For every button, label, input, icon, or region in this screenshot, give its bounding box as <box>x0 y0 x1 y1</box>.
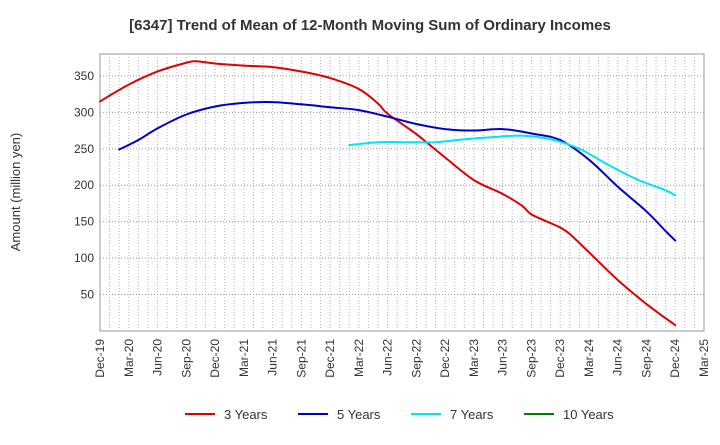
plot-area <box>99 53 705 332</box>
x-tick-label: Mar-22 <box>352 339 366 377</box>
x-tick-label: Dec-19 <box>93 339 107 378</box>
x-tick-label: Mar-23 <box>467 339 481 377</box>
series-line-5-years <box>118 101 677 242</box>
x-tick-label: Mar-24 <box>582 339 596 377</box>
x-tick-label: Sep-23 <box>524 339 538 378</box>
x-tick-label: Sep-24 <box>639 339 653 378</box>
x-tick-label: Sep-22 <box>409 339 423 378</box>
y-tick-label: 150 <box>74 215 94 229</box>
x-tick-label: Jun-24 <box>611 339 625 376</box>
y-tick-label: 250 <box>74 142 94 156</box>
y-tick-label: 200 <box>74 178 94 192</box>
series-line-3-years <box>99 60 677 327</box>
legend-label-5-years: 5 Years <box>337 407 381 422</box>
y-axis-label: Amount (million yen) <box>8 133 23 252</box>
y-tick-label: 300 <box>74 105 94 119</box>
x-tick-label: Jun-22 <box>381 339 395 376</box>
series-lines <box>99 60 677 327</box>
y-axis-ticks: 50 100 150 200 250 300 350 <box>74 69 94 302</box>
y-tick-label: 50 <box>81 288 95 302</box>
legend-label-3-years: 3 Years <box>224 407 268 422</box>
x-axis-ticks: Dec-19 Mar-20 Jun-20 Sep-20 Dec-20 Mar-21 Jun-… <box>93 339 711 378</box>
x-tick-label: Sep-20 <box>179 339 193 378</box>
y-tick-label: 350 <box>74 69 94 83</box>
x-tick-label: Jun-23 <box>496 339 510 376</box>
x-tick-label: Dec-21 <box>323 339 337 378</box>
x-tick-label: Jun-20 <box>151 339 165 376</box>
grid-lines <box>100 54 704 331</box>
x-tick-label: Mar-21 <box>237 339 251 377</box>
legend-label-7-years: 7 Years <box>450 407 494 422</box>
x-tick-label: Dec-22 <box>438 339 452 378</box>
x-tick-label: Mar-20 <box>122 339 136 377</box>
x-tick-label: Mar-25 <box>697 339 711 377</box>
legend: 3 Years 5 Years 7 Years 10 Years <box>185 407 614 422</box>
series-line-7-years <box>348 134 677 197</box>
x-tick-label: Dec-24 <box>668 339 682 378</box>
x-tick-label: Dec-23 <box>553 339 567 378</box>
x-tick-label: Jun-21 <box>266 339 280 376</box>
legend-label-10-years: 10 Years <box>563 407 614 422</box>
y-tick-label: 100 <box>74 251 94 265</box>
x-tick-label: Sep-21 <box>294 339 308 378</box>
x-tick-label: Dec-20 <box>208 339 222 378</box>
chart-title: [6347] Trend of Mean of 12-Month Moving … <box>129 17 611 34</box>
